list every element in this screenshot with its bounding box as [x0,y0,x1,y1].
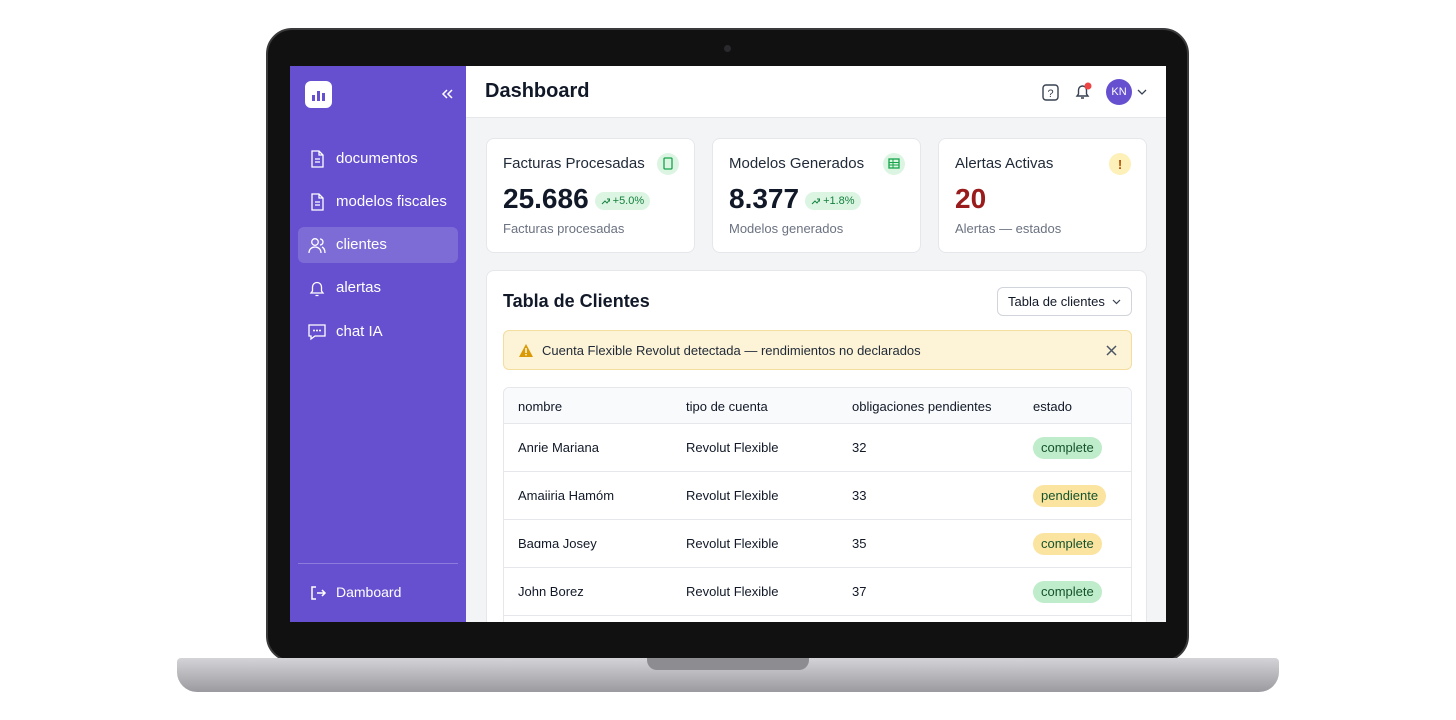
stat-card: Modelos Generados 8.377 Modelos generados +… [712,138,921,253]
header: Dashboard ? KN [466,66,1166,118]
change-value: +1.8% [823,195,855,207]
nav-label: alertas [336,279,382,296]
cell-name: Baɑma Josey [518,536,597,551]
column-header: tipo de cuenta [686,399,768,414]
nav-item[interactable]: modelos fiscales [298,184,458,220]
nav-label: documentos [336,150,418,167]
status-badge: complete [1033,437,1102,459]
main: Dashboard ? KN Tabla de Clientes Tabla d… [466,66,1166,622]
column-header: estado [1033,399,1073,414]
card-icon [657,153,679,175]
notch [647,658,809,670]
cell-account: Revolut Flexible [686,536,779,551]
divider [298,563,458,564]
card-title: Alertas Activas [955,155,1054,172]
table-row[interactable]: Anrie Mariana Revolut Flexible 32 complete [504,424,1131,472]
card-value: 25.686 [503,183,589,214]
nav-label: chat IA [336,323,383,340]
table-row[interactable]: Amaiiria Hamóm Revolut Flexible 33 pendient… [504,472,1131,520]
cell-pending: 33 [852,488,867,503]
change-value: +5.0% [612,195,645,207]
column-header: obligaciones pendientes [852,399,992,414]
help-icon[interactable]: ? [1042,84,1059,101]
card-caption: Alertas — estados [955,221,1062,236]
cell-account: Revolut Flexible [686,488,779,503]
close-icon[interactable] [1106,345,1117,356]
table-row[interactable]: Baɑma Josey Revolut Flexible 35 complete [504,520,1131,568]
status-badge: complete [1033,581,1102,603]
camera [724,45,731,52]
cell-name: Anrie Mariana [518,440,599,455]
cell-account: Revolut Flexible [686,440,779,455]
nav-label: modelos fiscales [336,193,447,210]
card-value: 8.377 [729,183,800,214]
card-caption: Facturas procesadas [503,221,625,236]
change-badge: +1.8% [805,192,861,210]
card-caption: Modelos generados [729,221,844,236]
screen: Damboard documentos modelos fiscales clien… [290,66,1166,622]
status-badge: complete [1033,533,1102,555]
cell-pending: 35 [852,536,867,551]
sidebar: Damboard documentos modelos fiscales clien… [290,66,466,622]
footer-link[interactable]: Damboard [336,584,402,600]
card-title: Facturas Procesadas [503,155,645,172]
nav-label: clientes [336,236,387,253]
avatar[interactable]: KN [1106,79,1132,105]
alert-text: Cuenta Flexible Revolut detectada — rend… [542,343,921,358]
table-header: nombre tipo de cuenta obligaciones pendien… [504,388,1131,424]
alert-banner: Cuenta Flexible Revolut detectada — rend… [503,330,1132,370]
cell-account: Revolut Flexible [686,584,779,599]
chevron[interactable] [1137,88,1147,96]
cell-pending: 32 [852,440,867,455]
page-title: Dashboard [485,80,590,102]
collapse-icon[interactable] [440,87,454,101]
dropdown[interactable]: Tabla de clientes [997,287,1132,316]
logout-icon [311,586,327,600]
table-row[interactable]: John Borez Revolut Flexible 37 complete [504,568,1131,616]
card-icon: ! [1109,153,1131,175]
cell-name: Amaiiria Hamóm [518,488,615,503]
cell-name: John Borez [518,584,584,599]
svg-text:?: ? [1047,88,1053,100]
cell-pending: 37 [852,584,867,599]
panel-title: Tabla de Clientes [503,291,650,311]
stat-card: Facturas Procesadas 25.686 Facturas proces… [486,138,695,253]
logo[interactable] [305,81,332,108]
dropdown-label: Tabla de clientes [1008,294,1105,309]
status-badge: pendiente [1033,485,1107,507]
nav-item[interactable]: clientes [298,227,458,263]
column-header: nombre [518,399,563,414]
svg-text:!: ! [1118,157,1122,172]
change-badge: +5.0% [594,192,651,210]
nav-item[interactable]: documentos [298,141,458,177]
clients-table: nombre tipo de cuenta obligaciones pendien… [503,387,1132,622]
clients-panel: Tabla de Clientes Tabla de clientes Cuen… [486,270,1147,622]
bell-icon[interactable] [1073,82,1093,102]
nav-item[interactable]: alertas [298,270,458,306]
stat-card: Alertas Activas 20 Alertas — estados! [938,138,1147,253]
nav-item[interactable]: chat IA [298,314,458,350]
card-icon [883,153,905,175]
card-title: Modelos Generados [729,155,865,172]
card-value: 20 [955,183,987,214]
